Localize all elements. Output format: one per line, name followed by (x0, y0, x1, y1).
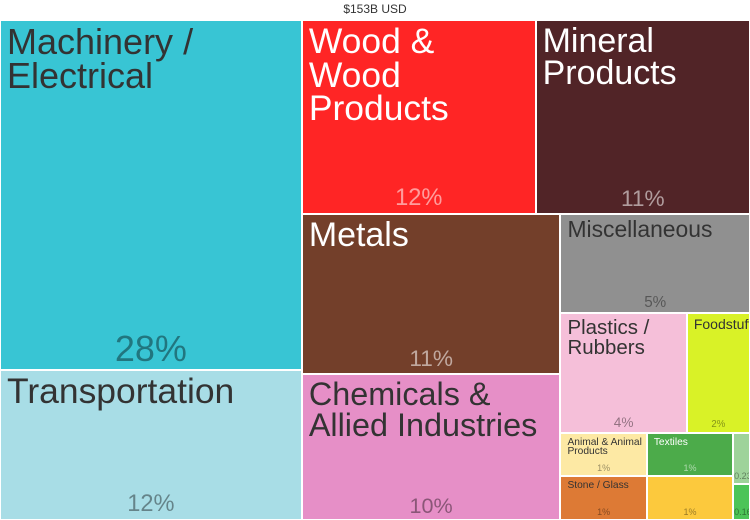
tile-label: Transportation (7, 371, 235, 411)
tile-value: 11% (621, 185, 665, 211)
tile: Foodstuffs 2% (686, 313, 750, 433)
tile: 1% (646, 476, 734, 520)
tile-value: 1% (683, 463, 697, 474)
tile-value: 11% (409, 346, 453, 372)
tile: Stone / Glass 1% (560, 476, 647, 520)
tile-label: Plastics / Rubbers (567, 316, 650, 359)
tile: Chemicals & Allied Industries 10% (301, 374, 561, 520)
tile-value: 1% (683, 506, 697, 517)
tile: Wood & Wood Products 12% (301, 20, 536, 214)
tile: 0.23% (733, 432, 750, 485)
tile-value: 12% (127, 491, 175, 518)
tile-label: Chemicals & Allied Industries (308, 376, 538, 443)
tile: Metals 11% (301, 213, 561, 375)
tile-value: 28% (114, 328, 187, 369)
tile-label: Foodstuffs (693, 316, 749, 333)
tile-value: 2% (711, 418, 726, 430)
tile-value: 1% (597, 506, 611, 517)
tile: Transportation 12% (0, 370, 302, 520)
tile-label: Mineral Products (542, 22, 677, 93)
tile-label: Metals (308, 215, 409, 254)
tile: Textiles 1% (646, 432, 734, 477)
tile-value: 5% (644, 293, 667, 311)
tile-label: Textiles (653, 436, 688, 448)
chart-title: $153B USD (343, 2, 407, 16)
tile: 0.16% (733, 484, 750, 520)
tile-value: 1% (597, 463, 611, 474)
tile: Plastics / Rubbers 4% (560, 313, 687, 433)
tile: Mineral Products 11% (535, 20, 750, 214)
tile-value: 0.16% (734, 506, 749, 517)
tile-label: Stone / Glass (567, 480, 629, 492)
tile-value: 10% (409, 493, 453, 519)
tile: Machinery / Electrical 28% (0, 20, 302, 370)
tile: Miscellaneous 5% (560, 213, 750, 314)
tile-label: Miscellaneous (567, 215, 713, 242)
tile: Animal & Animal Products 1% (560, 432, 647, 477)
tile-label: Animal & Animal Products (567, 436, 642, 458)
tile-value: 12% (395, 184, 443, 211)
tile-label: Wood & Wood Products (308, 21, 449, 129)
tile-value: 0.23% (734, 471, 749, 482)
tile-value: 4% (613, 414, 634, 430)
tile-label: Machinery / Electrical (7, 21, 194, 97)
